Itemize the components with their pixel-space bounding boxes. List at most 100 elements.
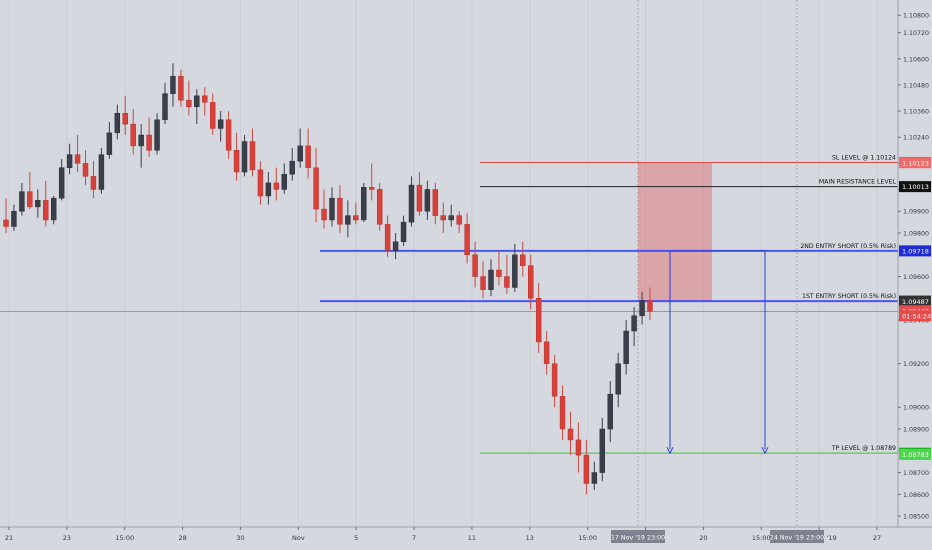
- candle-body: [210, 102, 216, 129]
- candle-body: [543, 341, 550, 364]
- candle-body: [289, 160, 295, 175]
- candle-body: [361, 187, 367, 221]
- price-tick-label: 1.10800: [903, 13, 929, 20]
- price-tick-label: 1.10240: [903, 135, 929, 142]
- candle-body: [400, 221, 407, 242]
- candle-body: [591, 472, 598, 484]
- candle-body: [520, 254, 526, 266]
- candle-body: [186, 99, 192, 107]
- candle-body: [257, 169, 264, 197]
- candle-body: [170, 75, 176, 94]
- candlestick-series: [3, 63, 653, 495]
- candle-body: [11, 210, 17, 227]
- price-tick-label: 1.09000: [903, 405, 929, 412]
- price-badge-text: 01:54:24: [902, 312, 931, 320]
- candle-body: [154, 119, 160, 151]
- candle-body: [392, 241, 399, 251]
- time-tick-label: 15:00: [115, 534, 134, 542]
- candle-body: [337, 197, 343, 225]
- price-level-label: MAIN RESISTANCE LEVEL: [819, 179, 897, 186]
- candle-body: [43, 200, 49, 221]
- candle-body: [504, 276, 510, 288]
- candle-body: [353, 215, 359, 221]
- price-badge-text: 1.09487: [902, 298, 929, 306]
- price-badge-text: 1.08783: [902, 451, 929, 459]
- candle-body: [202, 95, 208, 103]
- price-badges: 1.101241.101231.100131.097181.094871.094…: [899, 156, 931, 460]
- cursor-date-box: [770, 530, 824, 543]
- candle-body: [27, 191, 33, 208]
- candle-body: [321, 208, 327, 221]
- price-level-labels: SL LEVEL @ 1.10124 MAIN RESISTANCE LEVEL 2…: [800, 153, 896, 452]
- candle-body: [607, 393, 613, 430]
- price-level-label: SL LEVEL @ 1.10124: [832, 153, 896, 161]
- time-axis-background: [0, 527, 932, 550]
- candle-body: [535, 298, 542, 343]
- price-level-label: TP LEVEL @ 1.08789: [831, 444, 896, 452]
- time-tick-label: 15:00: [578, 534, 597, 542]
- candle-body: [122, 112, 128, 125]
- price-tick-label: 1.10720: [903, 30, 929, 37]
- candle-body: [178, 75, 184, 101]
- price-tick-label: 1.10480: [903, 82, 929, 89]
- candle-body: [472, 254, 478, 277]
- price-tick-label: 1.09200: [903, 361, 929, 368]
- price-axis[interactable]: 1.085001.086001.087001.088001.089001.090…: [897, 0, 932, 550]
- candle-body: [297, 145, 303, 162]
- price-badge: [899, 181, 931, 193]
- time-tick-label: 20: [699, 534, 707, 542]
- candle-body: [58, 167, 65, 199]
- price-level-label: 1ST ENTRY SHORT (0.5% Risk): [802, 293, 896, 300]
- candle-body: [567, 428, 574, 441]
- price-tick-label: 1.08500: [903, 514, 929, 521]
- candle-body: [82, 163, 89, 177]
- candle-body: [273, 182, 280, 190]
- cursor-date-box: [611, 530, 665, 543]
- price-level-label: 2ND ENTRY SHORT (0.5% Risk): [800, 243, 896, 250]
- price-tick-label: 1.09800: [903, 231, 929, 238]
- target-arrows: [666, 250, 769, 455]
- candle-body: [639, 300, 645, 317]
- time-tick-label: 21: [5, 534, 13, 542]
- candle-body: [496, 269, 502, 277]
- candle-body: [35, 200, 41, 208]
- candle-body: [599, 428, 606, 473]
- price-tick-label: 1.09600: [903, 274, 929, 281]
- price-tick-label: 1.10360: [903, 109, 929, 116]
- time-tick-label: 27: [873, 534, 881, 542]
- candle-body: [50, 197, 57, 221]
- candle-body: [313, 167, 319, 210]
- candle-body: [106, 132, 113, 155]
- candle-body: [647, 300, 653, 312]
- risk-zone: [638, 162, 712, 302]
- candle-body: [369, 187, 375, 190]
- price-badge: [899, 310, 931, 322]
- candle-body: [376, 189, 383, 225]
- time-tick-label: 15:00: [752, 534, 771, 542]
- candle-body: [114, 112, 121, 134]
- price-badge-text: 1.10013: [902, 183, 929, 191]
- candle-body: [623, 330, 629, 364]
- time-tick-label: Nov: [292, 534, 305, 542]
- candle-body: [448, 215, 454, 221]
- candle-body: [249, 141, 256, 171]
- candle-body: [3, 219, 9, 227]
- target-arrowhead: [666, 446, 674, 455]
- price-level-lines: [0, 161, 898, 454]
- candle-body: [138, 134, 144, 147]
- candle-body: [440, 215, 446, 221]
- price-badge: [899, 448, 931, 460]
- price-badge-text: 1.10123: [902, 159, 929, 167]
- vertical-gridlines: [8, 0, 878, 527]
- time-tick-label: 23: [63, 534, 71, 542]
- candle-body: [575, 439, 582, 456]
- candle-body: [559, 396, 566, 430]
- candle-body: [424, 189, 431, 212]
- candle-body: [162, 93, 168, 121]
- candle-body: [233, 150, 240, 173]
- price-tick-label: 1.10600: [903, 56, 929, 63]
- candle-body: [225, 119, 232, 151]
